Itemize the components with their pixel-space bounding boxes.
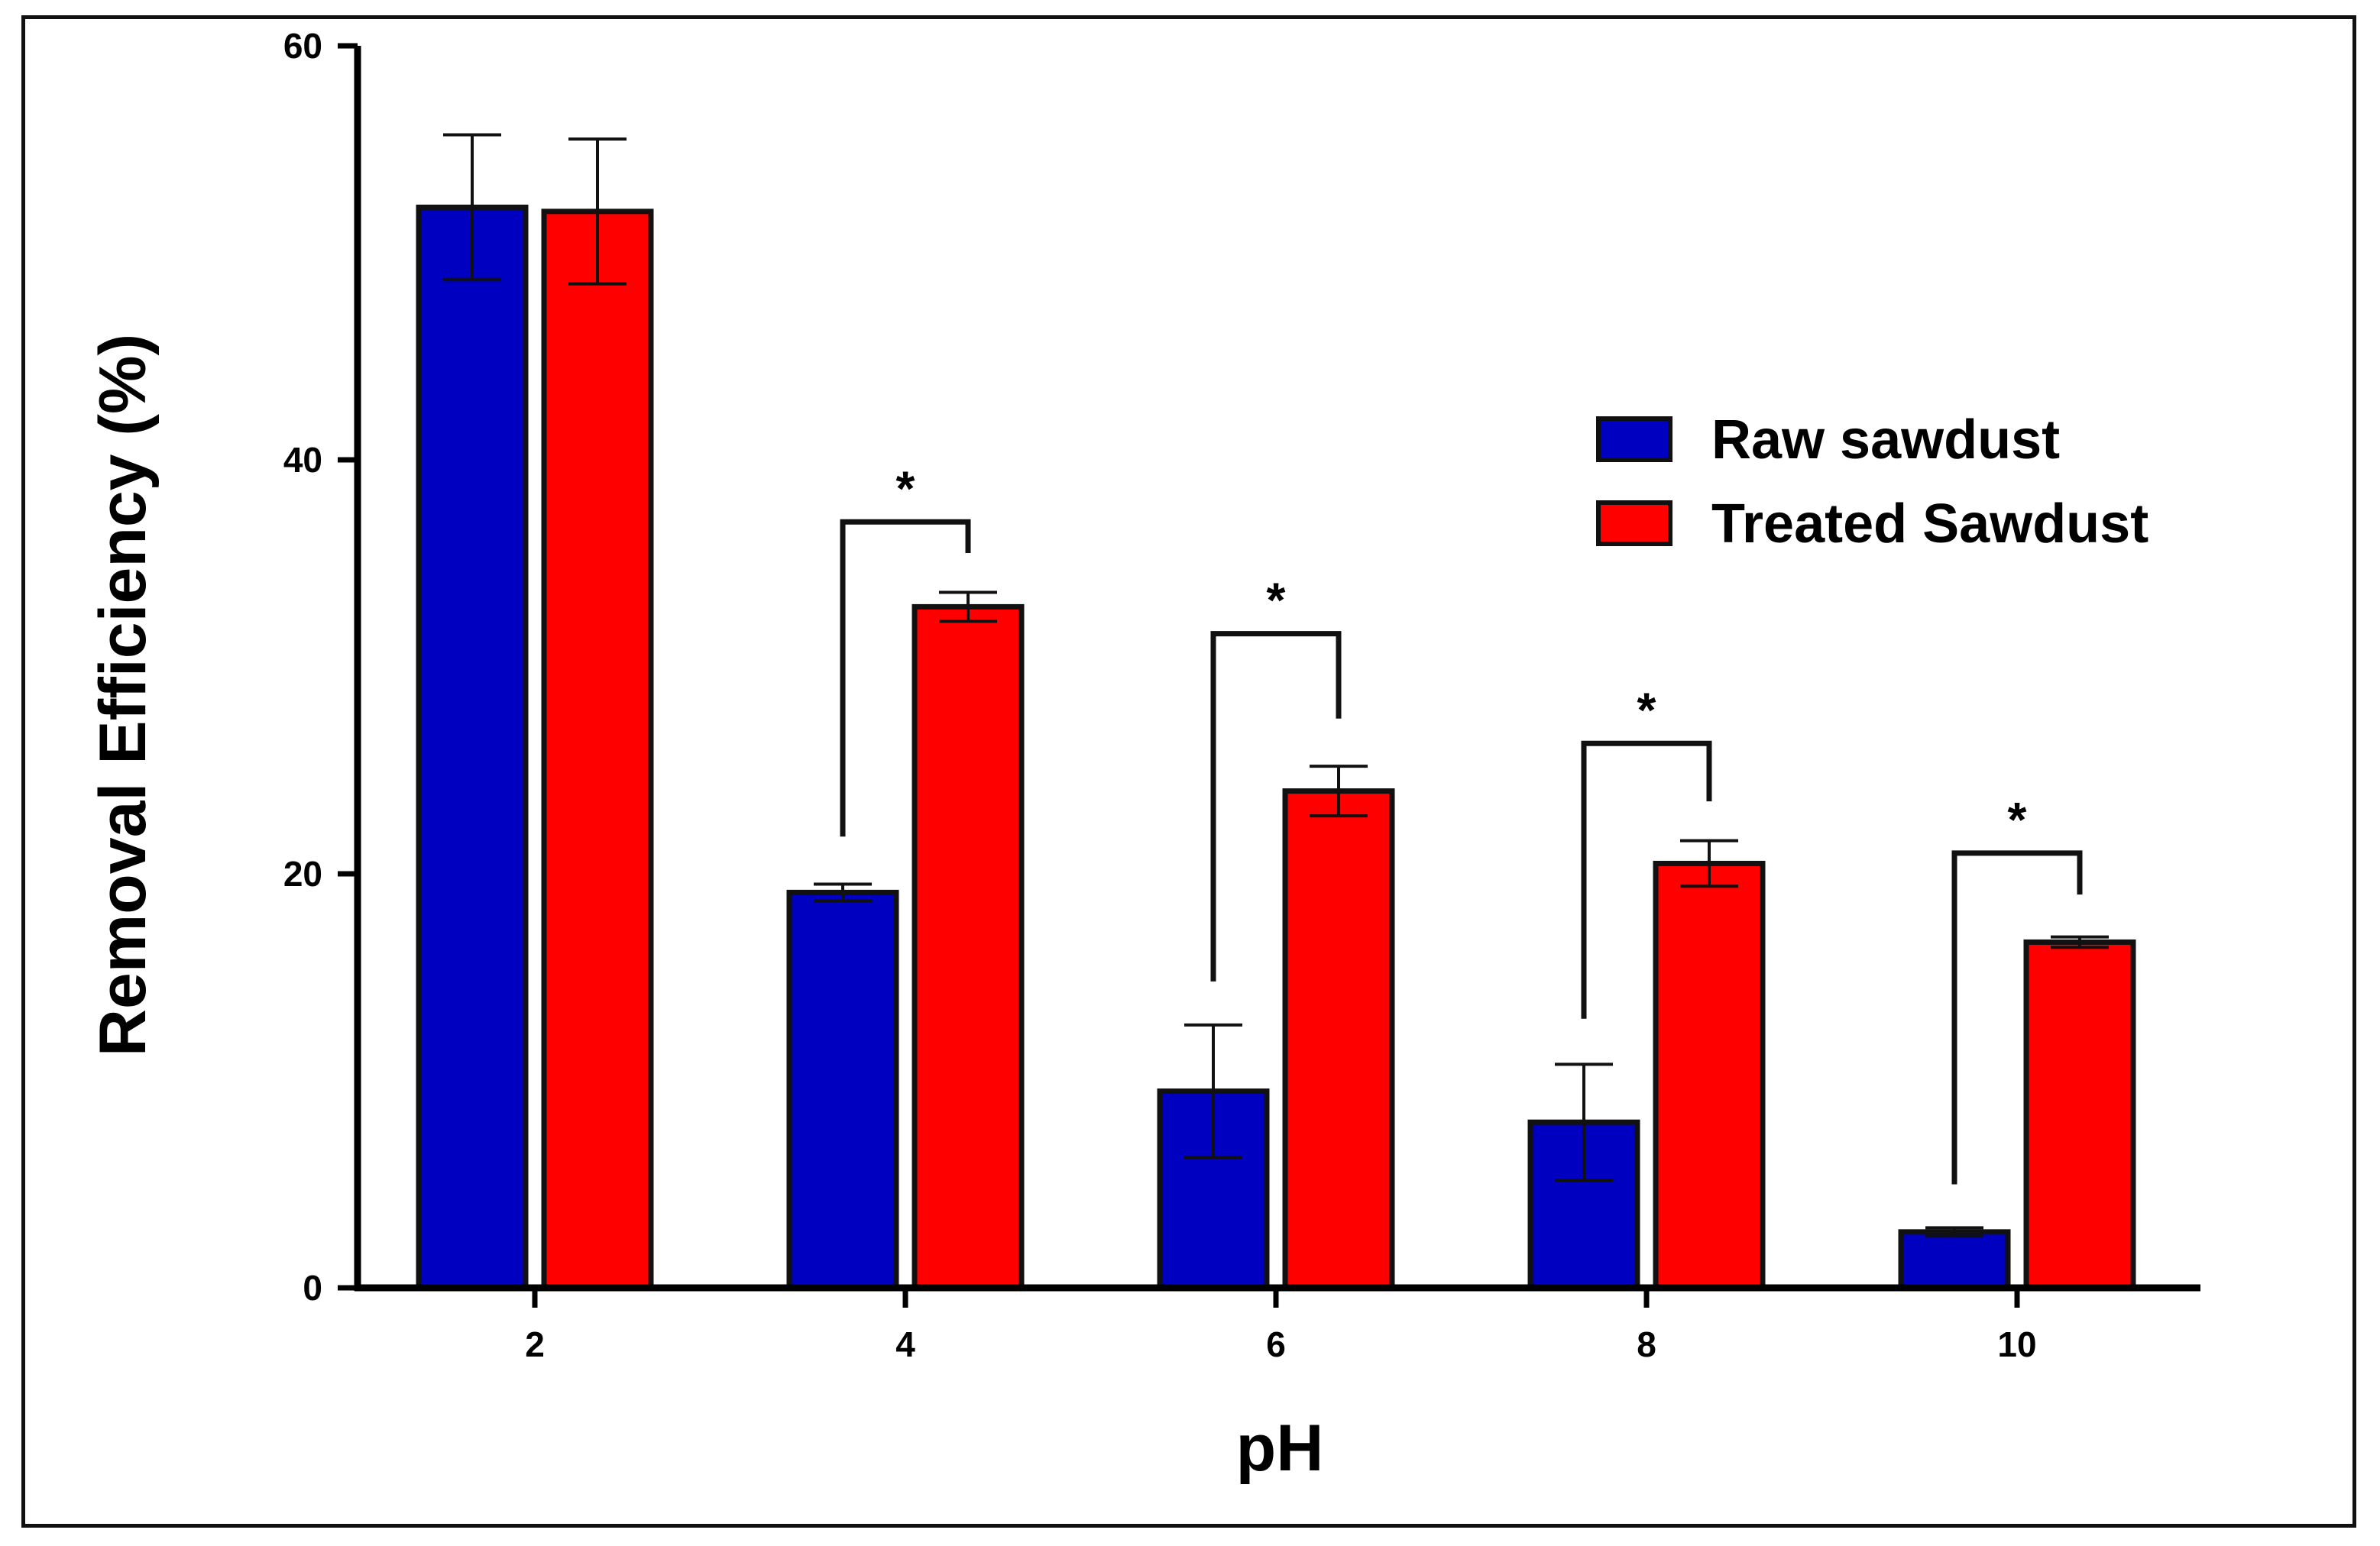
y-tick-label-20: 20 xyxy=(283,854,322,894)
legend-swatch-raw-sawdust xyxy=(1596,416,1672,462)
y-axis-title: Removal Efficiency (%) xyxy=(86,334,160,1056)
significance-marker-ph-4: * xyxy=(896,461,915,516)
legend-swatch-treated-sawdust xyxy=(1596,500,1672,546)
y-tick-label-0: 0 xyxy=(303,1268,322,1308)
significance-layer: * * * * xyxy=(840,461,2083,1185)
significance-marker-ph-6: * xyxy=(1267,573,1286,628)
legend: Raw sawdust Treated Sawdust xyxy=(1596,409,2148,555)
significance-bracket-ph-10 xyxy=(1951,850,2083,1185)
error-bars-layer xyxy=(443,133,2109,1238)
bars-layer xyxy=(416,204,2136,1291)
bar-treated-sawdust-ph-4 xyxy=(912,603,1025,1291)
significance-bracket-ph-8 xyxy=(1581,740,1712,1019)
bar-raw-sawdust-ph-2 xyxy=(416,204,529,1291)
significance-marker-ph-10: * xyxy=(2008,792,2027,847)
x-tick-label-4: 4 xyxy=(895,1324,915,1364)
bar-treated-sawdust-ph-10 xyxy=(2023,939,2136,1291)
bar-raw-sawdust-ph-4 xyxy=(786,889,899,1291)
significance-bracket-ph-6 xyxy=(1210,631,1342,982)
significance-marker-ph-8: * xyxy=(1637,682,1656,737)
bar-treated-sawdust-ph-2 xyxy=(541,209,654,1291)
bar-treated-sawdust-ph-6 xyxy=(1282,788,1395,1291)
x-tick-label-6: 6 xyxy=(1266,1324,1286,1364)
x-tick-label-8: 8 xyxy=(1637,1324,1656,1364)
x-tick-label-2: 2 xyxy=(525,1324,545,1364)
bar-treated-sawdust-ph-8 xyxy=(1653,860,1766,1291)
bar-raw-sawdust-ph-10 xyxy=(1898,1229,2011,1291)
y-tick-label-60: 60 xyxy=(283,26,322,66)
significance-bracket-ph-4 xyxy=(840,519,971,837)
y-tick-label-40: 40 xyxy=(283,440,322,480)
x-tick-label-10: 10 xyxy=(1997,1324,2036,1364)
x-axis-title: pH xyxy=(1236,1412,1324,1485)
legend-label-raw-sawdust: Raw sawdust xyxy=(1711,409,2060,471)
axes-layer: 0 20 40 60 2 4 6 8 10 xyxy=(283,26,2200,1364)
legend-label-treated-sawdust: Treated Sawdust xyxy=(1711,493,2148,555)
